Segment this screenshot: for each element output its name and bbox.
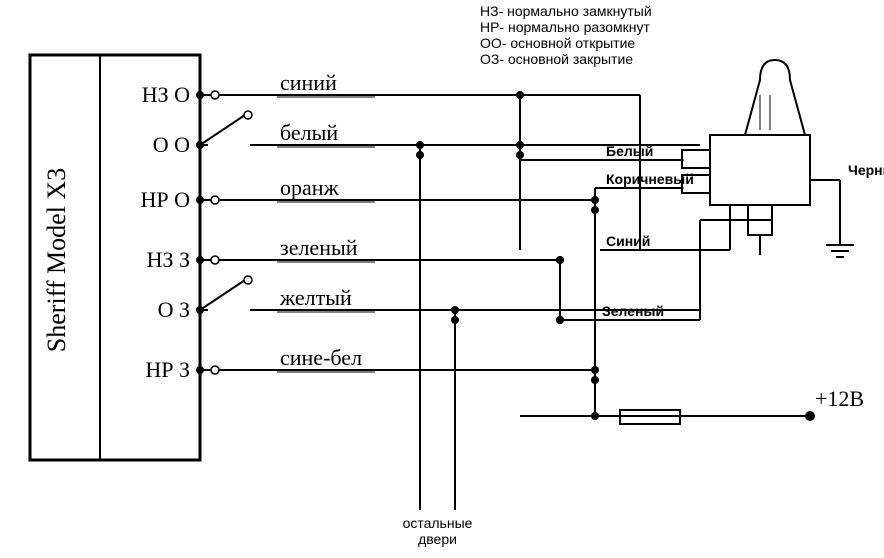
legend-line: НР- нормально разомкнут (480, 19, 651, 35)
wire-label-3: зеленый (280, 235, 358, 260)
act-blue: Синий (606, 233, 650, 249)
pin-label-0: НЗ О (142, 82, 190, 107)
other-doors-label: остальные (403, 515, 473, 531)
other-doors-label2: двери (418, 531, 457, 547)
legend-line: ОО- основной открытие (480, 35, 635, 51)
wire-black: Черный (848, 162, 884, 178)
act-green: Зеленый (602, 303, 664, 319)
device-label: Sheriff Model X3 (42, 168, 71, 352)
legend-line: ОЗ- основной закрытие (480, 51, 633, 67)
act-brown: Коричневый (606, 171, 694, 187)
label-12v: +12В (815, 386, 864, 411)
act-white: Белый (606, 143, 653, 159)
pin-label-5: НР З (145, 357, 190, 382)
pin-label-2: НР О (140, 187, 190, 212)
wire-label-1: белый (280, 120, 338, 145)
wire-label-2: оранж (280, 175, 340, 200)
wire-label-0: синий (280, 70, 337, 95)
pin-label-4: О З (158, 297, 190, 322)
legend-line: НЗ- нормально замкнутый (480, 3, 652, 19)
pin-label-1: О О (153, 132, 190, 157)
pin-label-3: НЗ З (147, 247, 190, 272)
wire-label-5: сине-бел (280, 345, 362, 370)
wire-label-4: желтый (279, 285, 352, 310)
